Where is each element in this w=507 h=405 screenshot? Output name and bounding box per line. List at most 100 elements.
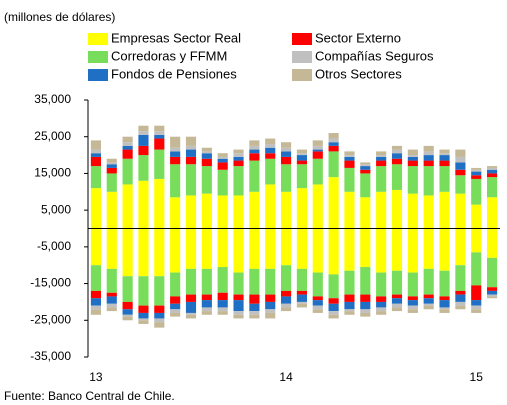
bar-segment [312,151,323,159]
bar-segment [376,155,387,157]
bar-segment [296,155,307,161]
bar-segment [122,309,133,315]
bar-segment [122,136,133,143]
bar-segment [391,145,403,150]
bar-segment [471,252,482,286]
bar-segment [423,305,434,310]
bar-segment [138,312,149,319]
bar-segment [344,191,355,229]
bar-segment [201,151,212,154]
bar-segment [281,296,292,304]
bar-segment [170,151,181,157]
bar-segment [233,272,244,295]
bar-segment [265,301,276,310]
bar-segment [201,307,212,312]
bar-segment [106,296,117,304]
bar-segment [122,301,133,310]
bar-segment [296,164,307,189]
bar-segment [138,134,149,146]
bar-segment [122,228,133,277]
bar-segment [265,138,276,145]
legend-swatch [292,33,312,45]
bar-segment [233,228,244,273]
bar-segment [233,314,244,319]
bar-segment [296,301,307,304]
bar-segment [90,228,101,266]
bar-segment [455,175,466,194]
bar-segment [439,300,450,308]
bar-segment [138,276,149,306]
bar-segment [455,290,466,295]
bar-segment [138,305,149,313]
bar-segment [439,149,450,154]
bar-segment [471,300,482,306]
bar-segment [296,290,307,295]
bar-segment [391,270,403,295]
bar-segment [471,309,482,313]
bar-segment [407,149,418,156]
bar-segment [439,228,450,271]
bar-segment [122,158,133,185]
y-tick-label: -5,000 [37,239,71,253]
bar-segment [376,272,387,297]
bar-segment [391,149,403,154]
bar-segment [376,296,387,302]
bar-segment [312,228,323,273]
bar-segment [376,228,387,273]
bar-segment [233,166,244,196]
bar-segment [281,290,292,297]
bar-segment [265,158,276,185]
bar-segment [185,164,197,196]
bar-segment [407,300,418,306]
bar-segment [344,228,355,271]
legend-label: Corredoras y FFMM [111,48,227,63]
legend-swatch [88,69,108,81]
bar-segment [201,311,212,315]
bar-segment [265,309,276,313]
bar-segment [455,265,466,291]
bar-segment [201,158,212,167]
bar-segment [487,197,498,229]
bar-segment [201,166,212,194]
bar-segment [122,149,133,159]
bar-segment [106,167,117,174]
bar-segment [471,305,482,310]
x-tick-label: 14 [279,370,293,384]
bar-segment [170,312,181,317]
bar-segment [138,180,149,229]
bar-segment [296,228,307,269]
bar-segment [233,156,244,161]
bar-segment [407,166,418,194]
bar-segment [249,145,260,150]
bar-segment [344,309,355,312]
bar-segment [328,145,339,152]
bar-segment [328,138,339,143]
bar-segment [360,228,371,268]
bar-segment [185,156,197,165]
bar-segment [391,307,403,312]
bar-segment [391,303,403,308]
bar-segment [201,294,212,301]
y-tick-label: 35,000 [34,92,71,106]
bar-segment [296,149,307,154]
bar-segment [281,303,292,308]
bar-segment [423,155,434,161]
bar-segment [122,142,133,146]
bar-segment [170,272,181,297]
bar-segment [487,169,498,174]
legend-label: Empresas Sector Real [111,30,241,45]
bar-segment [391,164,403,190]
bar-segment [249,314,260,319]
legend-label: Otros Sectores [315,66,402,81]
bar-segment [249,153,260,161]
bar-segment [233,160,244,167]
bar-segment [106,191,117,229]
bar-segment [344,311,355,315]
bar-segment [328,298,339,304]
bar-segment [265,153,276,159]
bar-segment [106,164,117,168]
bar-segment [455,149,466,157]
bar-segment [487,294,498,297]
bar-segment [423,151,434,156]
